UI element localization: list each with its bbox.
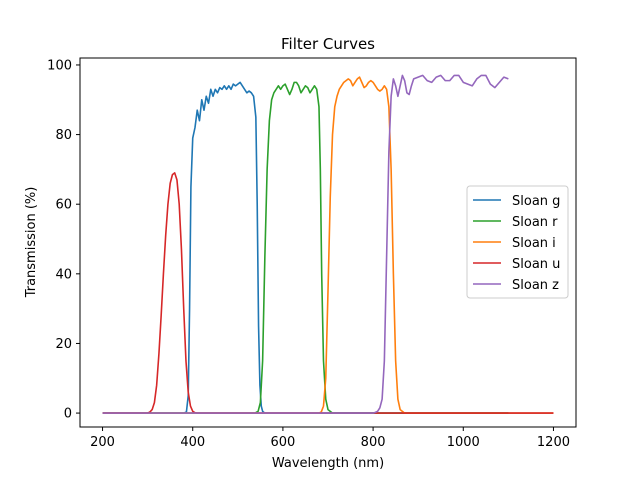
axis-ticks: 200 400 600 800 1000 1200 0 20 40 60 80 100 [47,58,570,450]
x-tick-label: 1200 [537,435,570,450]
series-line-sloan-u [102,172,554,414]
y-tick-label: 100 [47,58,72,73]
y-tick-label: 60 [55,198,72,213]
plot-area [102,74,554,414]
y-tick-label: 0 [64,407,72,422]
y-tick-label: 80 [55,128,72,143]
legend-label: Sloan z [512,278,559,293]
series-line-sloan-g [102,81,509,414]
legend: Sloan g Sloan r Sloan i Sloan u Sloan z [466,185,569,299]
y-tick-label: 20 [55,337,72,352]
x-tick-label: 800 [361,435,386,450]
legend-label: Sloan u [512,257,560,272]
y-tick-label: 40 [55,267,72,282]
legend-label: Sloan i [512,236,556,251]
legend-label: Sloan g [512,194,560,209]
x-tick-label: 200 [90,435,115,450]
legend-label: Sloan r [512,215,558,230]
series-line-sloan-z [102,74,509,414]
chart-title: Filter Curves [281,35,375,53]
x-tick-label: 400 [180,435,205,450]
x-tick-label: 600 [270,435,295,450]
x-tick-label: 1000 [447,435,480,450]
x-axis-label: Wavelength (nm) [272,456,384,471]
legend-box [466,185,569,299]
y-axis-label: Transmission (%) [24,187,39,299]
series-line-sloan-r [102,81,509,414]
plot-frame [79,57,577,428]
